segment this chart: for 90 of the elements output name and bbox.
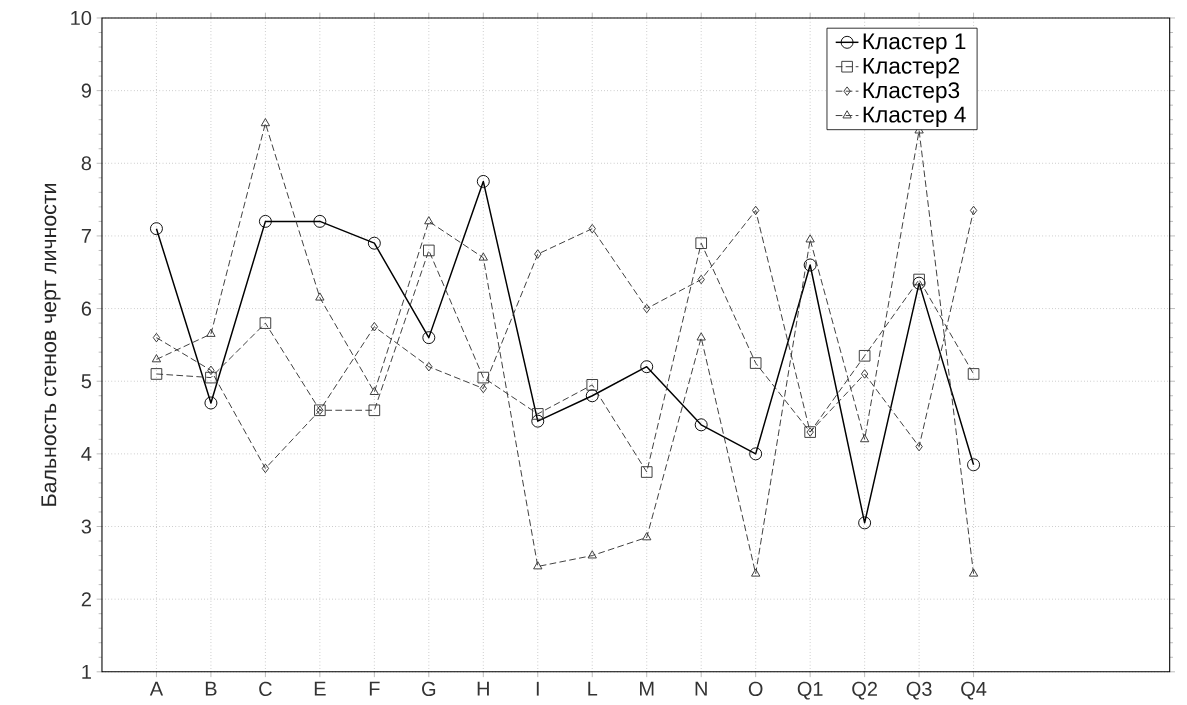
y-tick-label: 9	[81, 83, 91, 98]
point	[912, 276, 926, 290]
point	[967, 458, 981, 472]
x-tick-label: Q2	[852, 681, 877, 700]
legend-label: Кластер 4	[863, 106, 966, 128]
point	[207, 365, 215, 376]
point	[423, 244, 435, 257]
point	[858, 516, 872, 530]
y-tick-label: 8	[81, 156, 92, 171]
point	[585, 389, 599, 403]
point	[695, 237, 707, 250]
x-tick-label: Q1	[797, 681, 823, 700]
point	[531, 408, 544, 420]
x-tick-label: O	[748, 681, 763, 697]
x-tick-label: G	[422, 681, 436, 697]
point	[858, 350, 871, 362]
point	[749, 357, 762, 369]
point	[150, 368, 163, 380]
point	[751, 568, 761, 577]
y-tick-label: 7	[81, 229, 91, 243]
point	[640, 466, 653, 478]
point	[205, 371, 217, 384]
point	[860, 434, 870, 443]
point	[477, 371, 490, 384]
point	[258, 215, 272, 228]
point	[261, 463, 270, 474]
point	[643, 303, 651, 314]
x-tick-label: F	[369, 681, 380, 696]
point	[260, 118, 271, 127]
point	[967, 368, 980, 380]
point	[805, 234, 815, 243]
point	[367, 236, 381, 250]
point	[204, 396, 218, 410]
x-tick-label: M	[640, 681, 654, 696]
point	[152, 332, 161, 343]
y-tick-label: 1	[82, 665, 91, 679]
point	[749, 447, 763, 461]
point	[860, 369, 869, 379]
x-tick-label: A	[149, 681, 164, 696]
x-tick-label: B	[205, 681, 217, 696]
x-tick-label: N	[695, 681, 707, 696]
y-tick-label: 4	[81, 447, 92, 461]
point	[369, 386, 379, 396]
point	[694, 418, 708, 432]
legend-label: Кластер3	[863, 82, 960, 103]
point	[151, 354, 162, 363]
point	[752, 205, 760, 216]
point	[915, 441, 923, 452]
y-tick-label: 6	[81, 301, 92, 316]
point	[368, 404, 381, 417]
point	[969, 205, 978, 216]
point	[587, 550, 597, 559]
point	[803, 258, 817, 272]
x-tick-label: Q4	[961, 681, 987, 700]
point	[149, 222, 163, 236]
point	[531, 414, 545, 428]
point	[640, 360, 654, 374]
x-tick-label: I	[536, 681, 539, 696]
point	[534, 249, 542, 259]
point	[313, 215, 327, 228]
y-axis-title: Бальность стенов черт личности	[41, 184, 61, 506]
point	[968, 568, 979, 577]
y-tick-label: 10	[71, 10, 92, 26]
legend-label: Кластер 1	[863, 33, 966, 54]
y-tick-label: 2	[81, 592, 91, 607]
point	[259, 317, 272, 329]
x-tick-label: E	[314, 681, 326, 696]
y-tick-label: 5	[81, 374, 92, 389]
x-tick-label: H	[477, 681, 489, 696]
point	[315, 292, 325, 301]
point	[425, 362, 433, 372]
point	[586, 379, 599, 391]
point	[913, 273, 925, 286]
x-tick-label: L	[588, 681, 598, 696]
point	[424, 216, 434, 225]
point	[479, 383, 487, 394]
point	[533, 561, 543, 570]
x-tick-label: C	[259, 681, 272, 697]
point	[206, 328, 216, 337]
point	[642, 532, 652, 541]
point	[478, 252, 488, 261]
point	[476, 175, 490, 188]
x-tick-label: Q3	[906, 681, 932, 700]
legend-label: Кластер2	[863, 57, 959, 79]
point	[696, 332, 706, 341]
point	[422, 331, 436, 345]
point	[370, 322, 379, 332]
point	[588, 224, 596, 234]
point	[697, 274, 705, 285]
y-tick-label: 3	[81, 519, 92, 534]
